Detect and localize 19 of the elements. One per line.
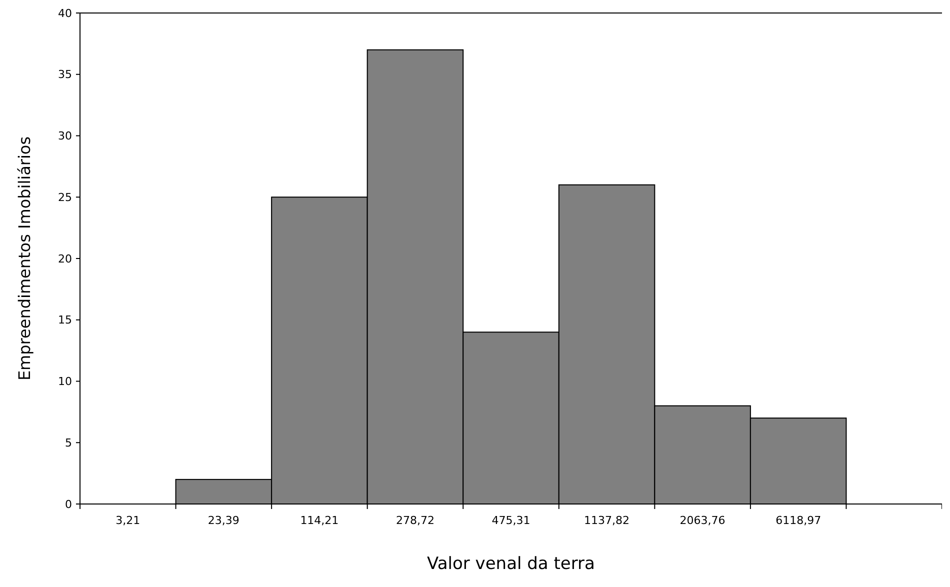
- x-tick-label: 114,21: [300, 514, 339, 527]
- x-axis-title: Valor venal da terra: [427, 554, 595, 574]
- y-tick-label: 15: [58, 314, 72, 327]
- y-tick-label: 30: [58, 130, 72, 143]
- y-tick-label: 5: [65, 436, 72, 450]
- x-tick-label: 3,21: [116, 514, 140, 527]
- x-tick-label: 278,72: [396, 514, 434, 527]
- y-tick-label: 10: [58, 375, 72, 388]
- x-tick-label: 23,39: [208, 514, 240, 527]
- y-tick-label: 20: [58, 252, 72, 266]
- y-tick-label: 0: [65, 498, 72, 511]
- y-tick-label: 40: [58, 6, 72, 20]
- x-tick-label: 475,31: [492, 514, 530, 527]
- y-tick-label: 35: [58, 68, 72, 82]
- y-axis-title: Empreendimentos Imobiliários: [15, 136, 34, 381]
- x-tick-label: 6118,97: [776, 514, 822, 527]
- y-tick-label: 25: [58, 190, 72, 204]
- x-tick-label: 2063,76: [680, 514, 726, 527]
- x-tick-label: 1137,82: [584, 514, 630, 527]
